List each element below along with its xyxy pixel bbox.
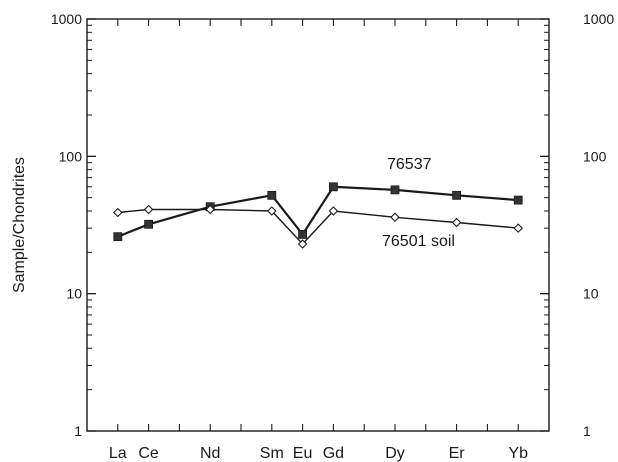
x-tick-label: Yb — [508, 445, 528, 462]
x-tick-label: Ce — [138, 445, 159, 462]
x-tick-label: Dy — [385, 445, 405, 462]
axis-ticks — [87, 18, 549, 432]
x-tick-label: Sm — [260, 445, 284, 462]
diamond-marker — [267, 206, 277, 216]
square-marker — [113, 232, 123, 242]
diamond-marker — [390, 212, 400, 223]
x-tick-label: Eu — [293, 445, 313, 462]
plot-frame — [86, 18, 550, 432]
square-marker — [452, 190, 462, 200]
x-tick-label: Nd — [200, 445, 220, 462]
y-tick-label-right: 1000 — [583, 11, 614, 27]
y-tick-label-right: 100 — [583, 148, 607, 164]
series-layer — [113, 182, 523, 249]
diamond-marker — [328, 206, 339, 216]
square-marker — [328, 182, 338, 192]
x-tick-label: Er — [449, 445, 466, 462]
y-tick-label-left: 100 — [59, 148, 83, 164]
y-tick-label-right: 1 — [583, 423, 591, 439]
square-marker — [144, 219, 154, 229]
square-marker — [390, 185, 400, 195]
series-label-76537: 76537 — [387, 156, 432, 173]
square-marker — [267, 190, 277, 200]
diamond-marker — [113, 207, 123, 218]
y-axis-label: Sample/Chondrites — [11, 157, 28, 293]
series-label-76501-soil: 76501 soil — [382, 233, 455, 250]
y-tick-label-right: 10 — [583, 286, 599, 302]
square-marker — [513, 195, 523, 205]
diamond-marker — [205, 204, 215, 215]
square-marker — [298, 230, 308, 239]
diamond-marker — [451, 217, 462, 228]
y-tick-label-left: 10 — [66, 286, 82, 302]
diamond-marker — [513, 223, 523, 233]
y-tick-label-left: 1 — [74, 423, 82, 439]
diamond-marker — [143, 204, 154, 215]
axis-labels: 1 1 10 10 100 100 1000 1000 La Ce Nd Sm Eu Gd Dy Er Yb — [51, 11, 615, 462]
x-tick-label: Gd — [323, 445, 344, 462]
x-tick-label: La — [109, 445, 127, 462]
diamond-marker — [297, 239, 308, 249]
series-line-1 — [117, 208, 519, 246]
y-tick-label-left: 1000 — [51, 11, 82, 27]
